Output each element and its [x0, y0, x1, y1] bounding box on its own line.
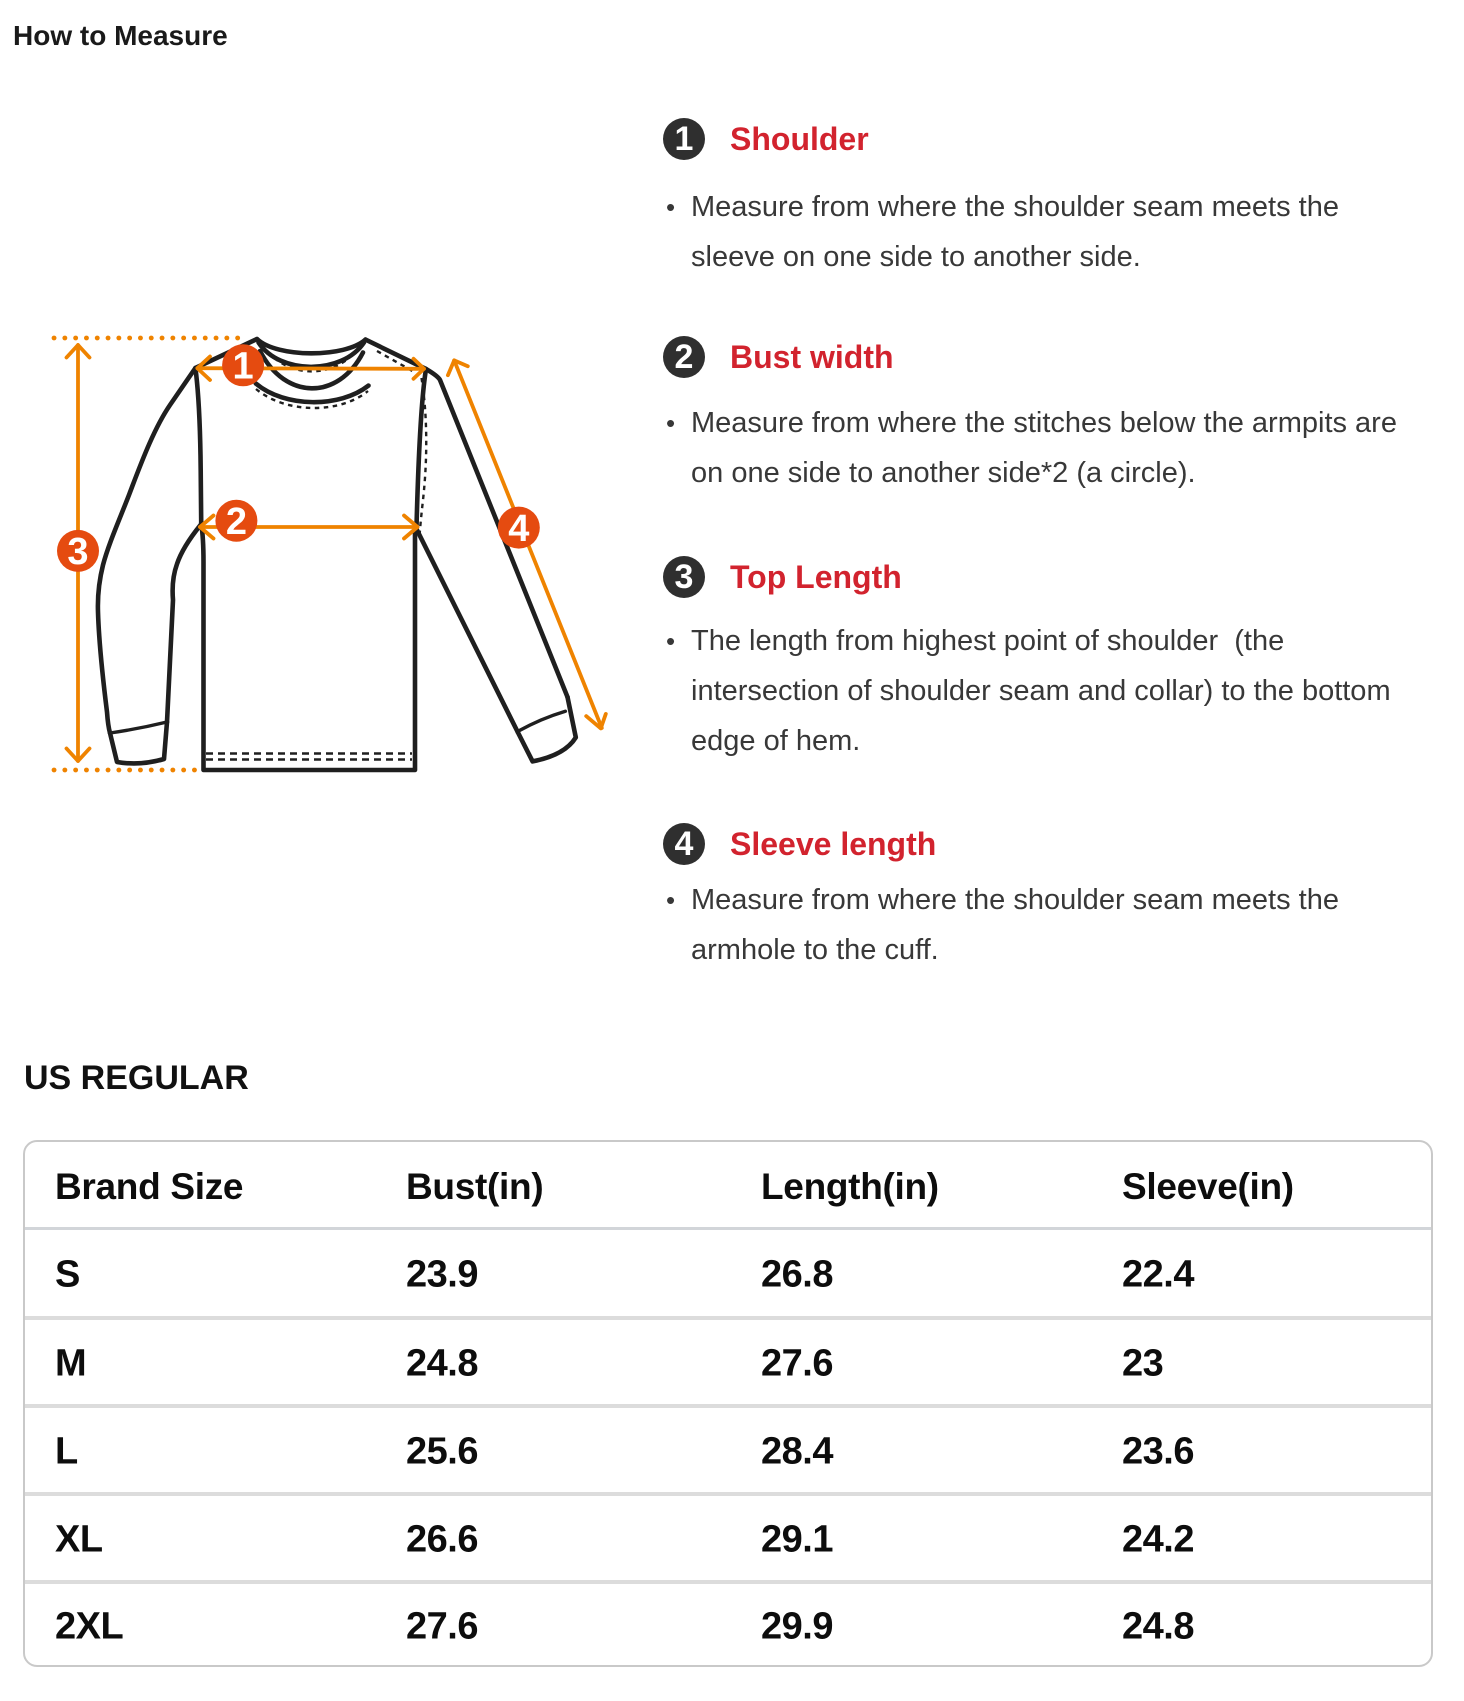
- svg-text:3: 3: [67, 531, 88, 573]
- svg-text:1: 1: [233, 346, 254, 388]
- svg-text:2: 2: [226, 501, 247, 543]
- svg-text:4: 4: [508, 508, 529, 550]
